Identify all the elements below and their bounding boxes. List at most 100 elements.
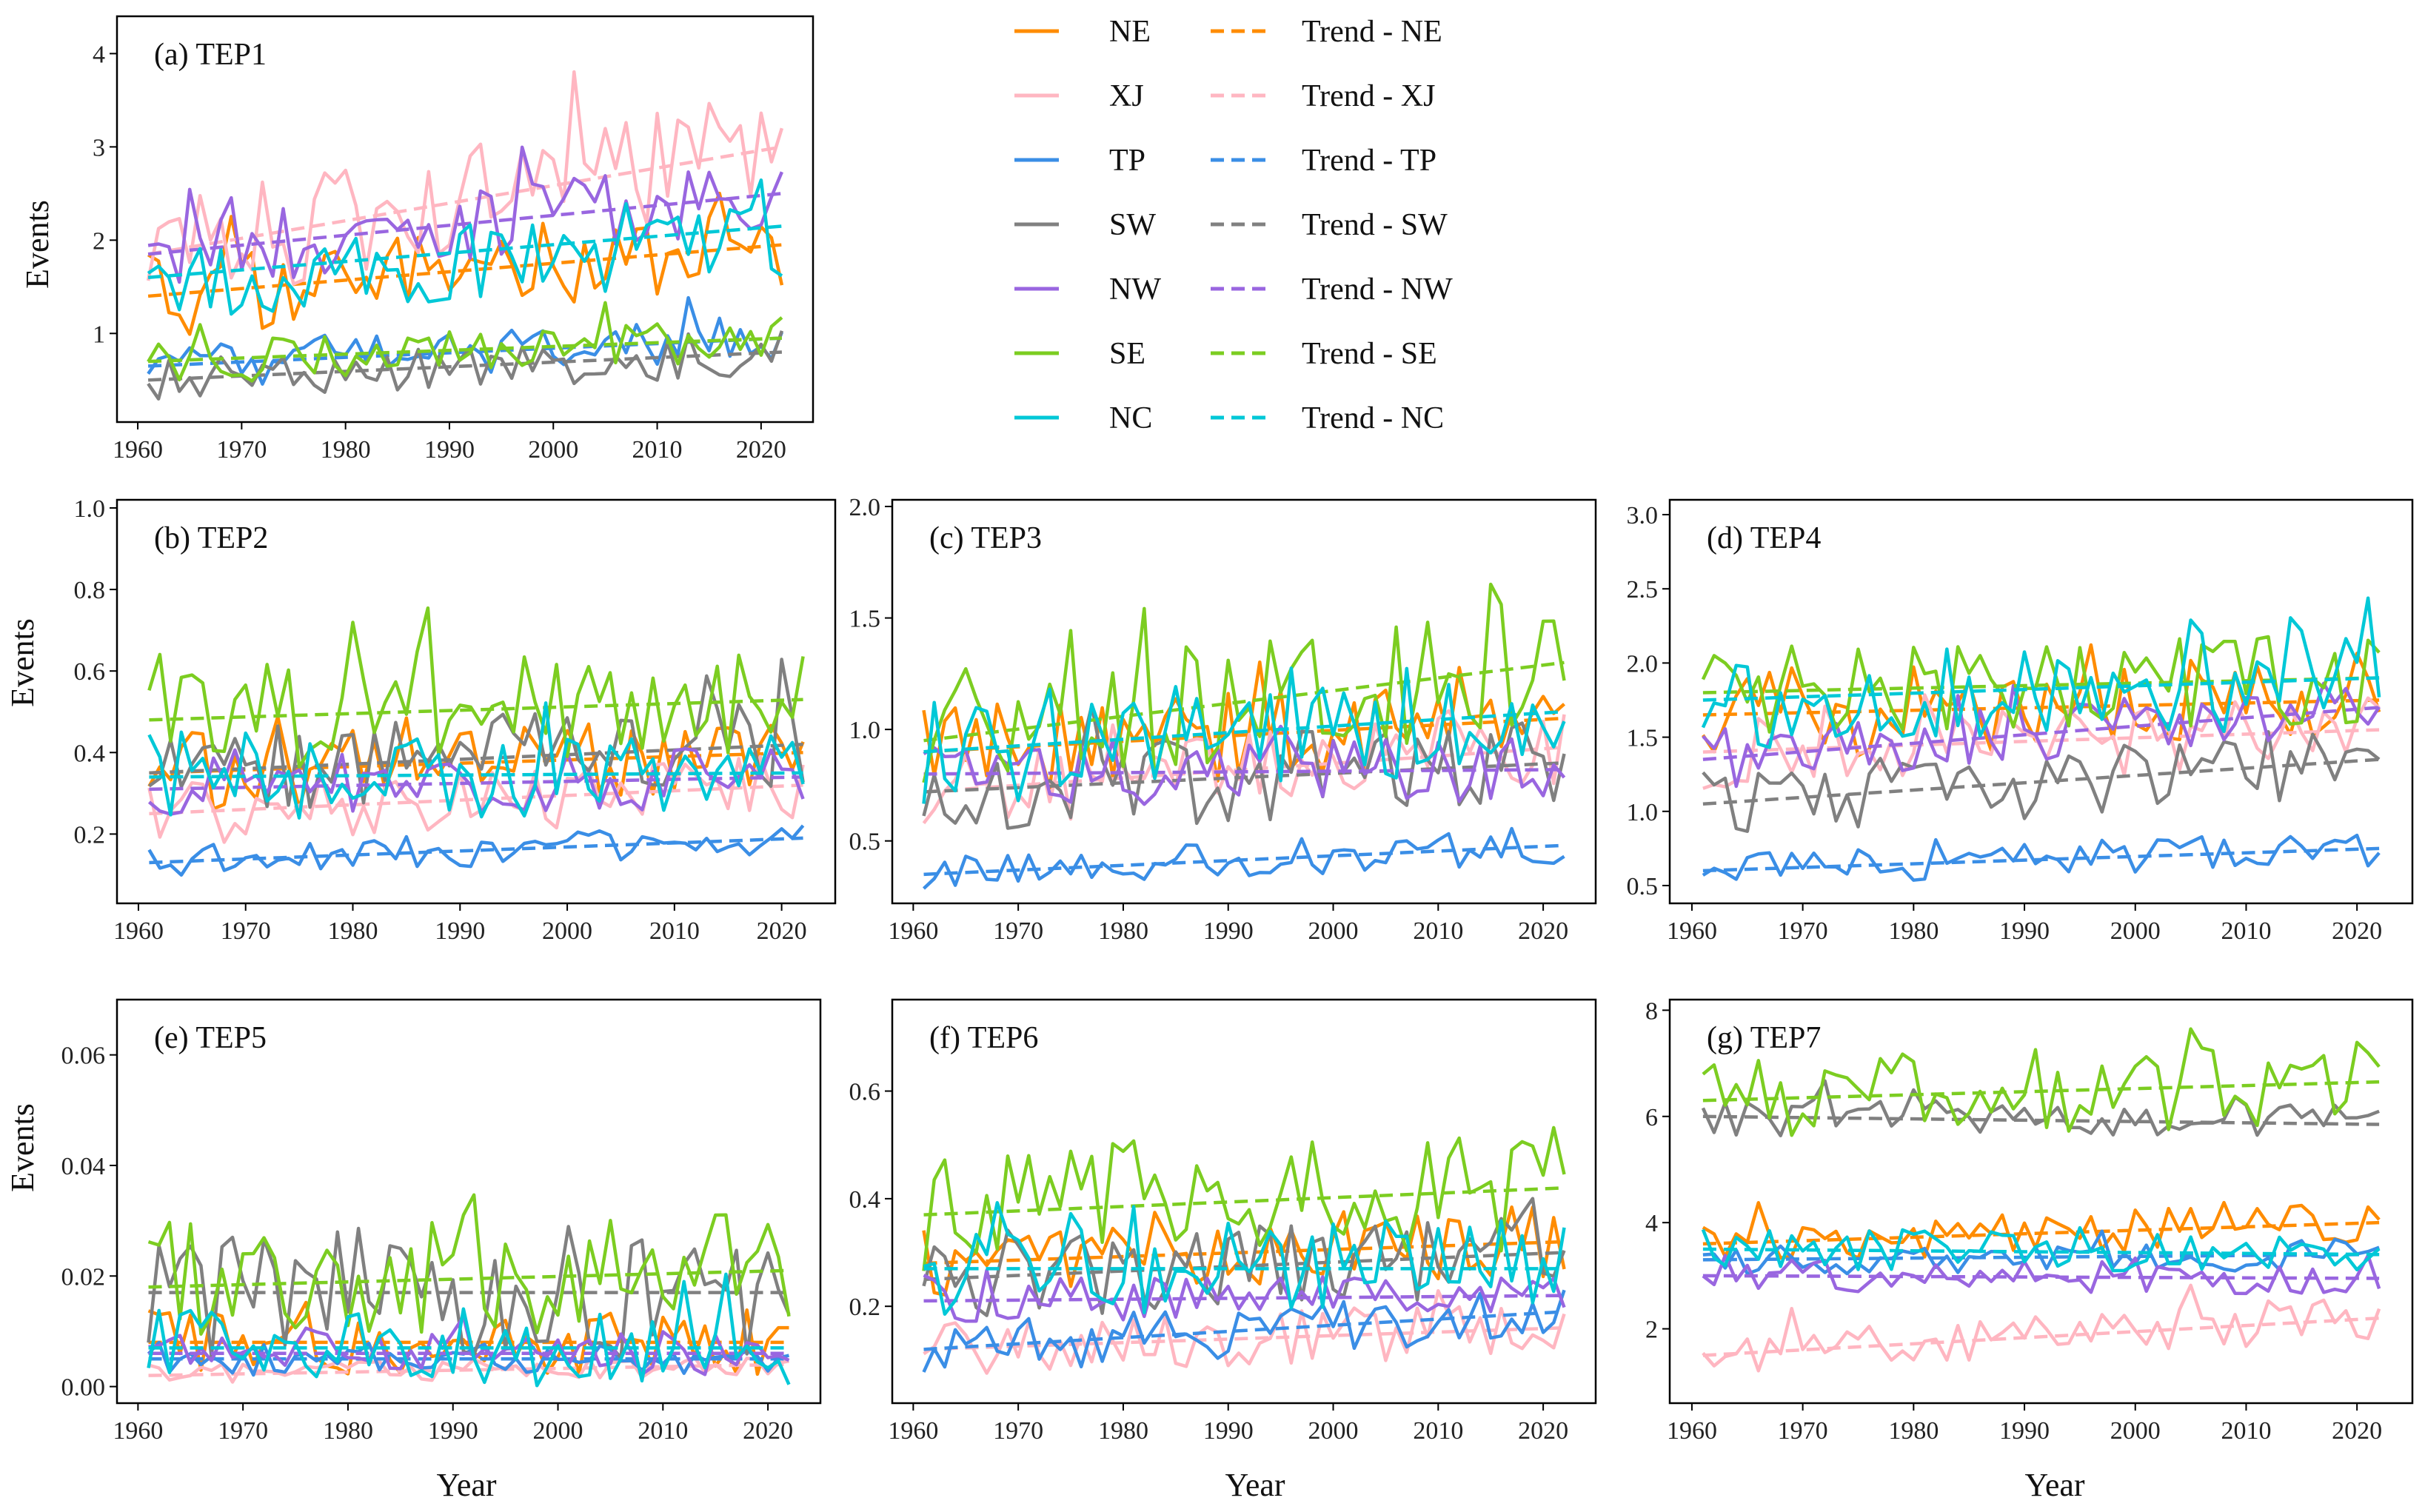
series-group-g bbox=[1701, 1027, 2381, 1373]
trend-line-c-se bbox=[923, 660, 1565, 743]
y-tick-label-e-0.04: 0.04 bbox=[61, 1153, 106, 1180]
trend-line-a-nc bbox=[147, 224, 783, 279]
legend-entries: NE Trend - NE XJ Trend - XJ TP Trend - TP SW Tr… bbox=[1014, 15, 1453, 435]
y-tick-label-a-1: 1 bbox=[93, 321, 105, 348]
x-tick-label-b-2000: 2000 bbox=[542, 917, 592, 945]
y-tick-label-d-1.5: 1.5 bbox=[1627, 725, 1659, 752]
x-tick-label-g-1960: 1960 bbox=[1667, 1417, 1717, 1445]
trend-line-b-tp bbox=[149, 836, 803, 865]
trend-line-d-nc bbox=[1702, 676, 2380, 702]
x-tick-label-b-1990: 1990 bbox=[435, 917, 485, 945]
panel-b: 1960 1970 1980 1990 2000 2010 2020 0.2 0.4 0.6 0.8… bbox=[74, 495, 837, 945]
x-tick-label-c-2000: 2000 bbox=[1308, 917, 1359, 945]
plot-frame-e bbox=[116, 998, 822, 1405]
y-tick-label-f-0.6: 0.6 bbox=[849, 1079, 881, 1106]
y-tick-label-b-0.6: 0.6 bbox=[74, 658, 106, 686]
x-tick-label-d-1980: 1980 bbox=[1888, 917, 1939, 945]
x-tick-label-g-1990: 1990 bbox=[1999, 1417, 2050, 1445]
series-line-a-se bbox=[147, 301, 783, 383]
legend-trend-label-se: Trend - SE bbox=[1302, 337, 1437, 371]
trend-line-f-tp bbox=[923, 1310, 1565, 1351]
y-axis-title-a: Events bbox=[19, 200, 56, 289]
x-tick-label-e-2010: 2010 bbox=[638, 1417, 688, 1445]
y-tick-label-a-4: 4 bbox=[93, 41, 105, 68]
trend-line-d-nw bbox=[1702, 706, 2380, 761]
x-tick-label-d-2020: 2020 bbox=[2332, 917, 2382, 945]
y-tick-label-b-0.2: 0.2 bbox=[74, 821, 106, 849]
y-tick-label-d-2: 2.0 bbox=[1627, 650, 1659, 678]
y-tick-label-c-1.5: 1.5 bbox=[849, 606, 881, 633]
trend-line-c-nw bbox=[923, 768, 1565, 776]
trend-line-a-nw bbox=[147, 192, 783, 256]
legend-label-nc: NC bbox=[1109, 401, 1152, 435]
x-axis-title-f: Year bbox=[1225, 1467, 1285, 1503]
panel-e: 1960 1970 1980 1990 2000 2010 2020 0.00 0.02 0.04… bbox=[61, 998, 822, 1445]
x-tick-label-e-2000: 2000 bbox=[533, 1417, 583, 1445]
trend-line-g-nw bbox=[1702, 1274, 2380, 1280]
plot-frame-g bbox=[1668, 998, 2414, 1405]
panel-title-a: (a) TEP1 bbox=[154, 38, 267, 72]
series-line-f-nc bbox=[923, 1201, 1566, 1317]
legend-label-se: SE bbox=[1109, 337, 1145, 371]
panel-title-e: (e) TEP5 bbox=[154, 1021, 267, 1055]
series-line-g-nc bbox=[1701, 1225, 2381, 1273]
y-tick-label-f-0.2: 0.2 bbox=[849, 1294, 881, 1321]
trend-line-d-sw bbox=[1702, 757, 2380, 806]
x-tick-label-g-2020: 2020 bbox=[2332, 1417, 2382, 1445]
y-axis-title-b: Events bbox=[4, 618, 41, 707]
series-group-f bbox=[922, 1125, 1566, 1375]
x-tick-label-e-1960: 1960 bbox=[113, 1417, 163, 1445]
trend-line-d-tp bbox=[1702, 846, 2380, 873]
legend-label-sw: SW bbox=[1109, 208, 1156, 242]
series-line-d-nc bbox=[1701, 596, 2381, 749]
panel-c: 1960 1970 1980 1990 2000 2010 2020 0.5 1.0 1.5 2.0… bbox=[849, 494, 1597, 945]
x-tick-label-b-1980: 1980 bbox=[328, 917, 378, 945]
x-axis-title-e: Year bbox=[436, 1467, 496, 1503]
x-tick-label-d-1970: 1970 bbox=[1778, 917, 1828, 945]
panel-d: 1960 1970 1980 1990 2000 2010 2020 0.5 1.0 1.5 2.0… bbox=[1627, 498, 2414, 945]
y-tick-label-g-2: 2 bbox=[1645, 1317, 1658, 1344]
y-tick-label-a-3: 3 bbox=[93, 134, 105, 161]
trend-line-e-se bbox=[148, 1268, 789, 1289]
trend-line-b-nc bbox=[149, 771, 803, 779]
x-tick-label-f-1990: 1990 bbox=[1203, 1417, 1254, 1445]
series-line-f-nw bbox=[923, 1268, 1566, 1323]
legend-trend-label-nc: Trend - NC bbox=[1302, 401, 1444, 435]
trend-line-f-xj bbox=[923, 1326, 1565, 1351]
x-tick-label-c-1960: 1960 bbox=[888, 917, 938, 945]
trend-line-g-ne bbox=[1702, 1220, 2380, 1246]
x-tick-label-g-1970: 1970 bbox=[1778, 1417, 1828, 1445]
x-tick-label-g-1980: 1980 bbox=[1888, 1417, 1939, 1445]
x-tick-label-d-2010: 2010 bbox=[2221, 917, 2271, 945]
y-tick-label-f-0.4: 0.4 bbox=[849, 1186, 881, 1214]
y-tick-label-d-3: 3.0 bbox=[1627, 502, 1659, 529]
series-group-d bbox=[1701, 596, 2381, 882]
y-tick-label-c-1: 1.0 bbox=[849, 717, 881, 744]
legend-trend-label-tp: Trend - TP bbox=[1302, 144, 1436, 178]
series-line-c-se bbox=[922, 582, 1566, 783]
y-tick-label-b-1: 1.0 bbox=[74, 495, 106, 523]
series-group-a bbox=[146, 70, 784, 401]
trend-line-d-ne bbox=[1702, 698, 2380, 717]
panel-title-f: (f) TEP6 bbox=[929, 1021, 1038, 1055]
x-axis-title-g: Year bbox=[2024, 1467, 2084, 1503]
series-line-b-nc bbox=[147, 701, 805, 820]
x-tick-label-a-1960: 1960 bbox=[113, 436, 163, 464]
y-tick-label-c-2: 2.0 bbox=[849, 494, 881, 521]
series-line-b-ne bbox=[147, 715, 805, 811]
trend-line-a-ne bbox=[147, 243, 783, 298]
trend-line-g-xj bbox=[1702, 1317, 2380, 1357]
series-line-c-tp bbox=[922, 826, 1565, 890]
trend-line-c-nc bbox=[923, 709, 1565, 754]
legend-trend-label-xj: Trend - XJ bbox=[1302, 79, 1435, 113]
trend-line-c-tp bbox=[923, 843, 1565, 877]
series-line-e-se bbox=[147, 1193, 791, 1336]
x-tick-label-e-1970: 1970 bbox=[218, 1417, 268, 1445]
legend-trend-label-ne: Trend - NE bbox=[1302, 15, 1442, 49]
x-tick-label-c-2020: 2020 bbox=[1518, 917, 1568, 945]
legend-label-tp: TP bbox=[1109, 144, 1145, 178]
y-tick-label-a-2: 2 bbox=[93, 227, 105, 255]
legend-label-nw: NW bbox=[1109, 272, 1161, 307]
trend-line-f-nw bbox=[923, 1294, 1565, 1303]
